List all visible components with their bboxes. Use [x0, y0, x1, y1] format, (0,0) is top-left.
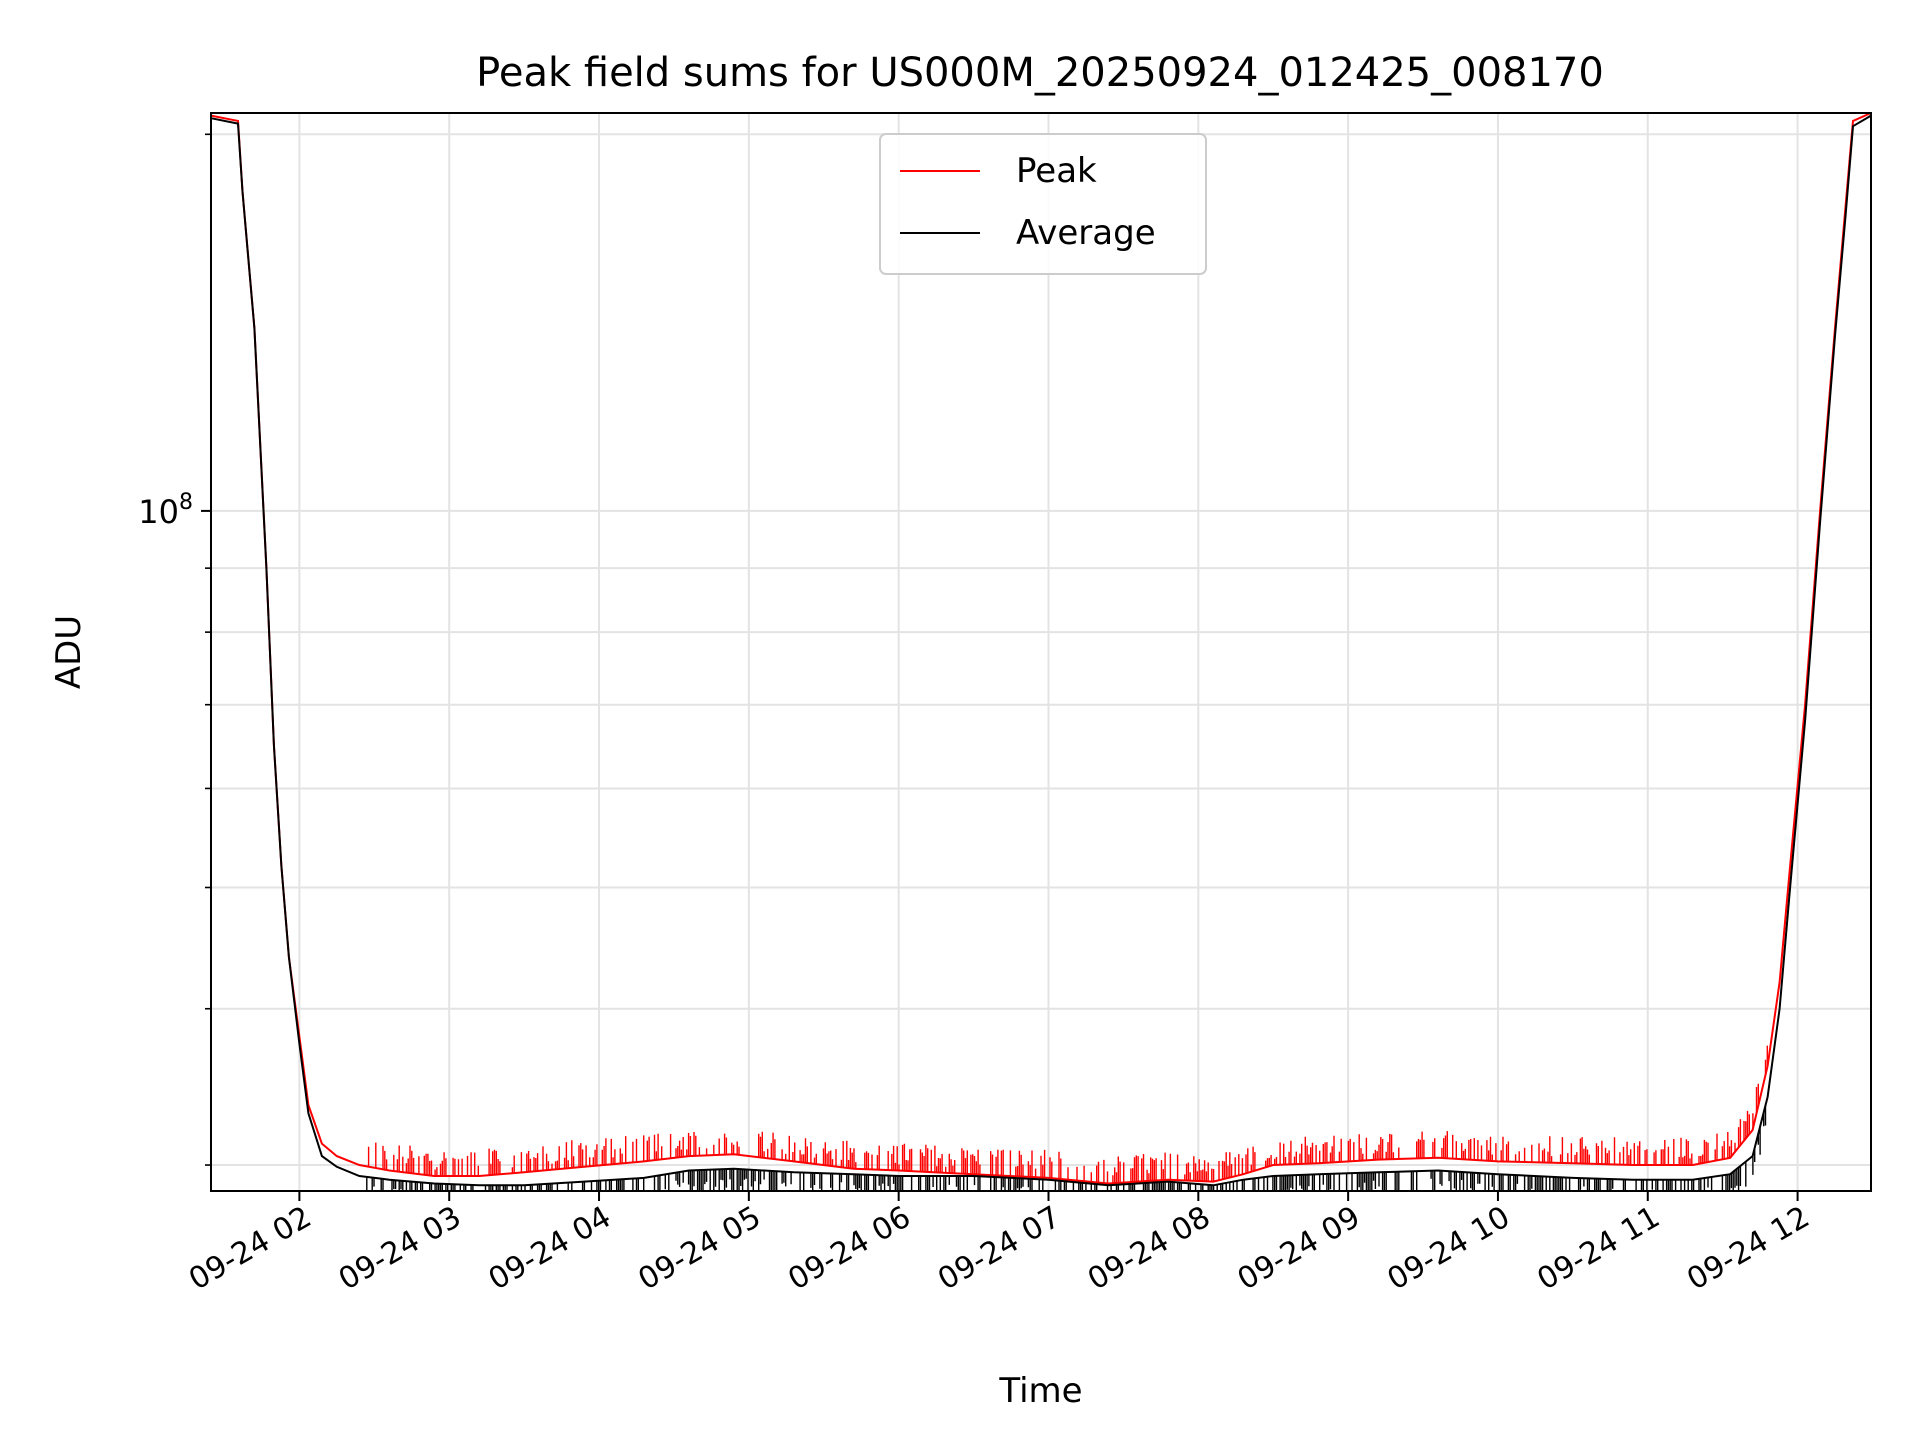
y-tick-label-base: 10	[138, 493, 179, 531]
y-tick-label-exponent: 8	[179, 490, 193, 515]
legend-box	[879, 133, 1207, 275]
series-noise	[367, 1045, 1768, 1184]
y-axis-label: ADU	[49, 615, 89, 689]
chart-title: Peak field sums for US000M_20250924_0124…	[476, 50, 1604, 96]
grid	[211, 113, 1871, 1191]
x-axis-label: Time	[998, 1371, 1082, 1411]
plot-frame	[210, 112, 1872, 1192]
series-layer	[210, 112, 1872, 1191]
legend-label-peak: Peak	[1016, 151, 1097, 191]
y-tick-label: 108	[138, 490, 193, 531]
series-line	[210, 114, 1872, 1187]
legend: Peak Average	[879, 133, 1207, 275]
legend-label-average: Average	[1016, 213, 1156, 253]
series-noise	[366, 1105, 1767, 1191]
series-average	[210, 114, 1872, 1191]
